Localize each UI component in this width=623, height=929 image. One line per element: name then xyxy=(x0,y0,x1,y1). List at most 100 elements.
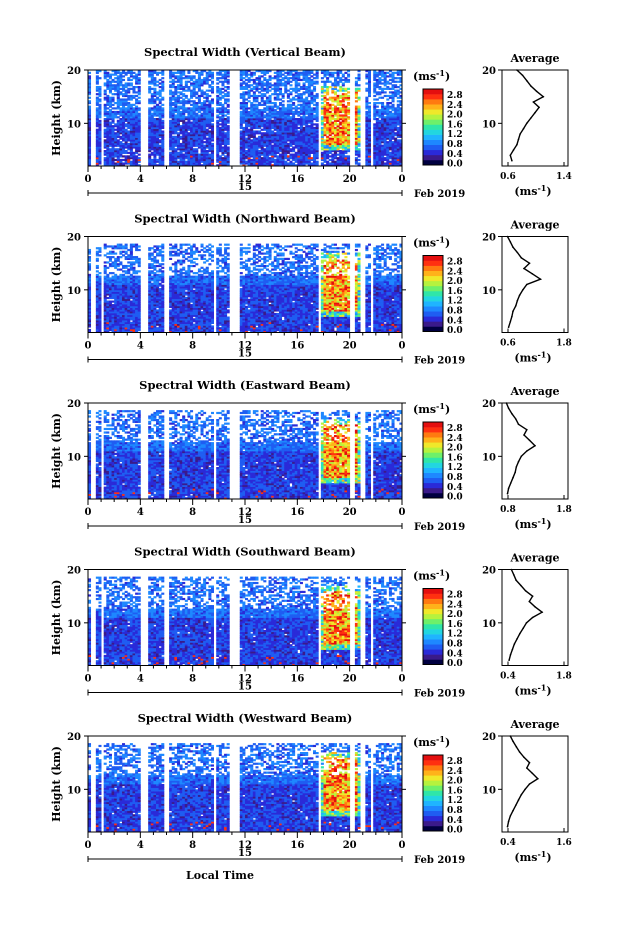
heatmap-cell xyxy=(127,130,130,132)
heatmap-cell xyxy=(148,98,151,100)
heatmap-cell xyxy=(378,120,381,122)
heatmap-cell xyxy=(355,100,358,102)
heatmap-cell xyxy=(104,265,107,267)
heatmap-cell xyxy=(185,81,188,83)
heatmap-cell xyxy=(245,91,248,93)
heatmap-cell xyxy=(344,93,347,95)
heatmap-cell xyxy=(240,130,243,132)
heatmap-cell xyxy=(347,107,350,109)
heatmap-cell xyxy=(389,74,392,76)
heatmap-cell xyxy=(148,154,151,156)
heatmap-cell xyxy=(378,77,381,79)
heatmap-cell xyxy=(109,245,112,247)
heatmap-cell xyxy=(221,95,224,97)
heatmap-cell xyxy=(114,245,117,247)
date-label: Feb 2019 xyxy=(414,189,465,200)
heatmap-cell xyxy=(117,269,120,271)
heatmap-cell xyxy=(195,91,198,93)
heatmap-cell xyxy=(261,104,264,106)
heatmap-cell xyxy=(365,74,368,76)
heatmap-cell xyxy=(258,150,261,152)
heatmap-cell xyxy=(114,111,117,113)
heatmap-cell xyxy=(300,86,303,88)
heatmap-cell xyxy=(169,90,172,92)
heatmap-cell xyxy=(347,74,350,76)
heatmap-cell xyxy=(125,107,128,109)
heatmap-cell xyxy=(161,104,164,106)
heatmap-cell xyxy=(313,107,316,109)
heatmap-cell xyxy=(195,148,198,150)
heatmap-cell xyxy=(224,114,227,116)
heatmap-cell xyxy=(177,152,180,154)
heatmap-cell xyxy=(112,104,115,106)
heatmap-cell xyxy=(279,154,282,156)
average-point xyxy=(530,117,532,119)
heatmap-cell xyxy=(216,82,219,84)
heatmap-cell xyxy=(138,97,141,99)
heatmap-cell xyxy=(119,274,122,276)
heatmap-cell xyxy=(180,136,183,138)
heatmap-cell xyxy=(397,139,400,141)
heatmap-cell xyxy=(392,72,395,74)
colorbar-tick-label: 2.4 xyxy=(447,101,463,111)
heatmap-cell xyxy=(208,84,211,86)
heatmap-cell xyxy=(394,81,397,83)
heatmap-cell xyxy=(297,104,300,106)
panel-title: Spectral Width (Northward Beam) xyxy=(134,212,356,226)
heatmap-cell xyxy=(287,162,290,164)
heatmap-cell xyxy=(339,114,342,116)
heatmap-cell xyxy=(219,116,222,118)
heatmap-cell xyxy=(161,77,164,79)
heatmap-cell xyxy=(310,75,313,77)
heatmap-cell xyxy=(216,72,219,74)
heatmap-cell xyxy=(258,136,261,138)
heatmap-cell xyxy=(397,127,400,129)
heatmap-cell xyxy=(334,91,337,93)
heatmap-cell xyxy=(219,107,222,109)
heatmap-cell xyxy=(324,104,327,106)
heatmap-cell xyxy=(386,81,389,83)
heatmap-cell xyxy=(355,106,358,108)
heatmap-cell xyxy=(250,84,253,86)
heatmap-cell xyxy=(279,88,282,90)
heatmap-cell xyxy=(119,136,122,138)
colorbar-swatch xyxy=(423,130,443,135)
heatmap-cell xyxy=(224,155,227,157)
heatmap-cell xyxy=(358,159,361,161)
heatmap-cell xyxy=(180,111,183,113)
heatmap-cell xyxy=(334,161,337,163)
heatmap-cell xyxy=(224,86,227,88)
heatmap-cell xyxy=(182,93,185,95)
heatmap-cell xyxy=(250,139,253,141)
heatmap-cell xyxy=(347,155,350,157)
heatmap-cell xyxy=(373,95,376,97)
average-point xyxy=(536,91,538,93)
heatmap-cell xyxy=(305,97,308,99)
heatmap-cell xyxy=(263,132,266,134)
heatmap-cell xyxy=(180,91,183,93)
heatmap-cell xyxy=(106,253,109,255)
heatmap-cell xyxy=(156,81,159,83)
heatmap-cell xyxy=(329,97,332,99)
colorbar-swatch xyxy=(423,104,443,109)
heatmap-cell xyxy=(159,139,162,141)
heatmap-cell xyxy=(282,74,285,76)
heatmap-cell xyxy=(172,102,175,104)
heatmap-cell xyxy=(266,113,269,115)
heatmap-cell xyxy=(224,107,227,109)
heatmap-cell xyxy=(96,265,99,267)
heatmap-cell xyxy=(292,146,295,148)
colorbar-tick-label: 2.0 xyxy=(447,111,463,121)
heatmap-cell xyxy=(321,162,324,164)
heatmap-cell xyxy=(195,113,198,115)
heatmap-cell xyxy=(227,91,230,93)
heatmap-cell xyxy=(397,104,400,106)
heatmap-cell xyxy=(324,90,327,92)
heatmap-cell xyxy=(258,75,261,77)
heatmap-cell xyxy=(127,143,130,145)
average-point xyxy=(533,101,535,103)
heatmap-cell xyxy=(378,86,381,88)
average-point xyxy=(513,149,515,151)
heatmap-cell xyxy=(135,74,138,76)
heatmap-cell xyxy=(112,84,115,86)
